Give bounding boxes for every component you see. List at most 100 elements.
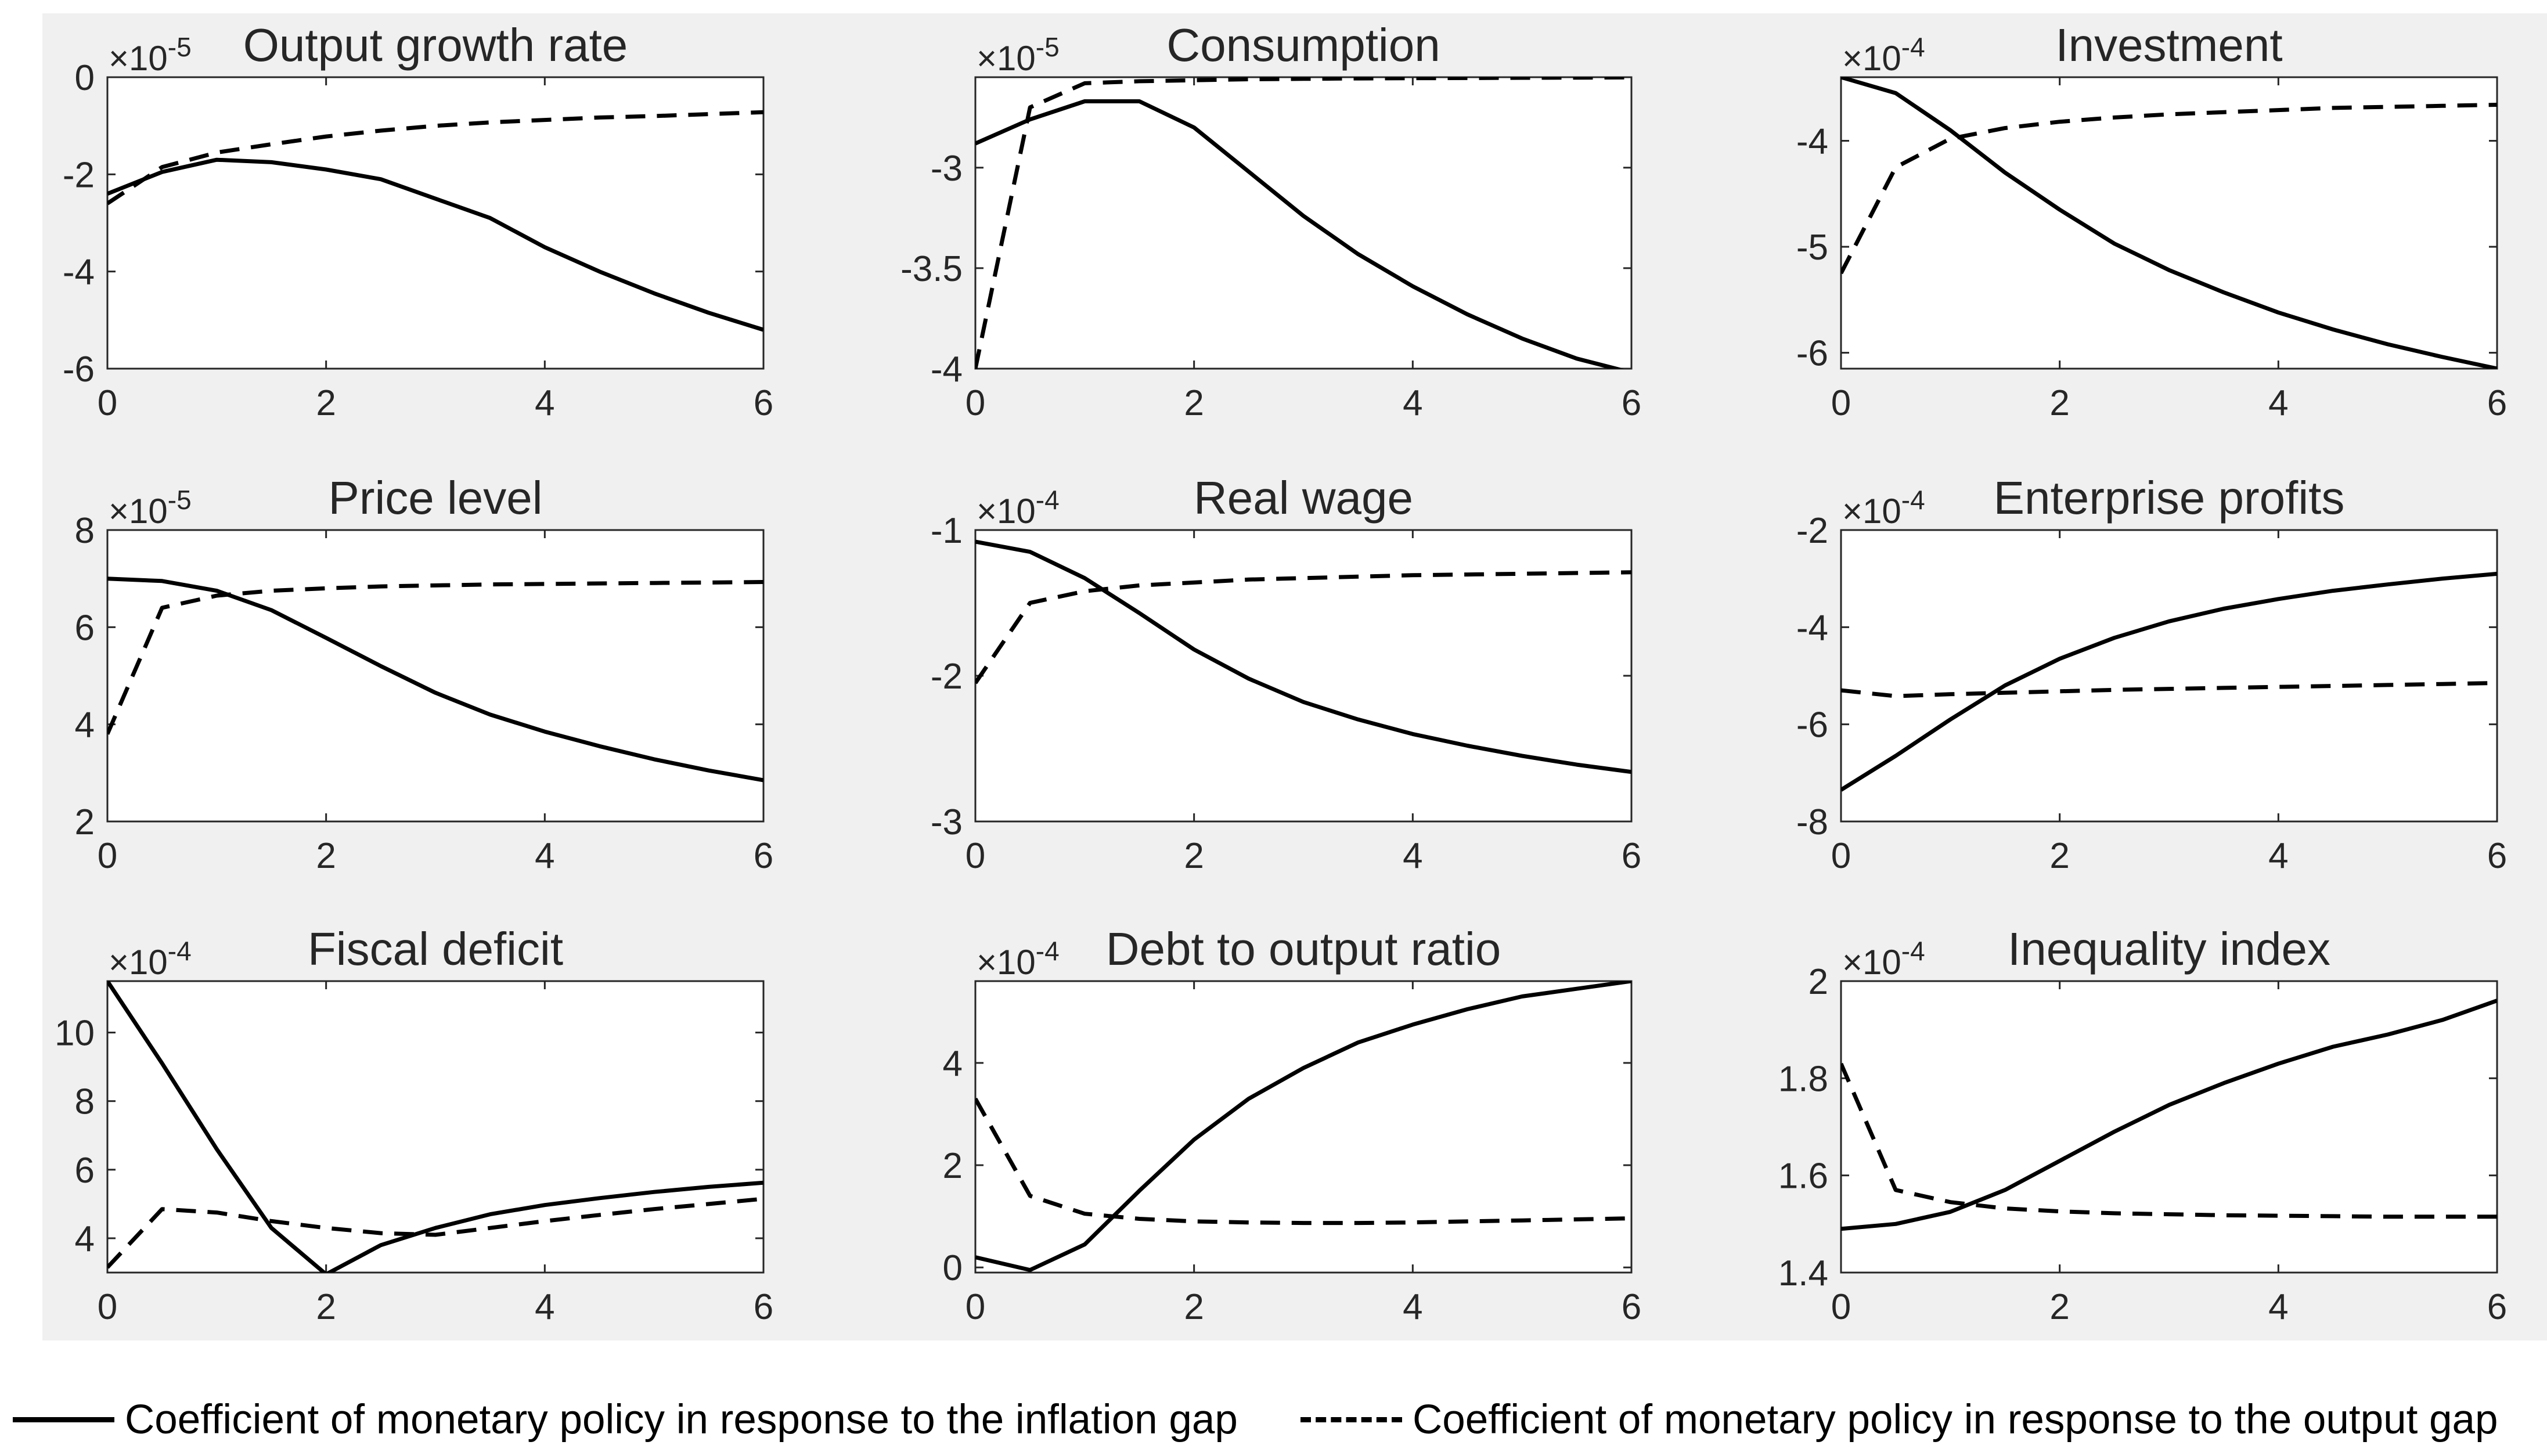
series-line-output [107, 1196, 763, 1269]
exponent-base: ×10 [977, 39, 1036, 78]
x-tick-label: 4 [1403, 383, 1422, 423]
x-tick-label: 6 [2487, 836, 2507, 876]
series-line-inflation [107, 576, 763, 783]
y-tick-label: -6 [63, 349, 95, 390]
y-tick-label: -8 [1796, 802, 1828, 842]
y-tick-label: 1.8 [1778, 1059, 1828, 1099]
y-tick-label: -3 [931, 802, 963, 842]
axis-exponent-label: ×10-4 [109, 936, 192, 982]
legend-item-inflation: Coefficient of monetary policy in respon… [13, 1387, 1238, 1451]
plot-area [1840, 529, 2498, 823]
x-tick-label: 0 [966, 836, 985, 876]
exponent-power: -4 [1036, 485, 1060, 515]
x-tick-label: 6 [754, 836, 773, 876]
subplot-title: Price level [328, 472, 542, 524]
axis-exponent-label: ×10-5 [977, 32, 1060, 78]
axis-exponent-label: ×10-5 [109, 32, 192, 78]
exponent-base: ×10 [109, 943, 168, 982]
x-tick-label: 0 [1831, 1287, 1851, 1327]
series-line-output [1841, 1062, 2497, 1219]
x-tick-label: 2 [2049, 836, 2069, 876]
y-tick-label: -2 [63, 155, 95, 195]
subplot-8: 0 2 4 6 4 2 0 ×10-4 Debt to output ratio [943, 923, 1642, 1327]
legend-item-output: Coefficient of monetary policy in respon… [1300, 1387, 2498, 1451]
x-tick-label: 6 [754, 1287, 773, 1327]
y-tick-label: 10 [55, 1014, 95, 1054]
y-tick-label: 0 [943, 1248, 963, 1288]
y-tick-label: 1.4 [1778, 1253, 1828, 1293]
subplot-1: 0 2 4 6 0 -2 -4 -6 ×10-5 Output growth rate [63, 19, 773, 423]
exponent-power: -4 [1901, 32, 1925, 62]
x-tick-label: 0 [98, 836, 117, 876]
y-tick-label: 0 [75, 58, 95, 98]
axis-exponent-label: ×10-4 [1842, 936, 1925, 982]
series-line-inflation [975, 539, 1631, 774]
subplot-7: 0 2 4 6 10 8 6 4 ×10-4 Fiscal deficit [55, 923, 773, 1327]
y-tick-label: 1.6 [1778, 1156, 1828, 1196]
y-tick-label: -6 [1796, 705, 1828, 745]
legend-label-inflation: Coefficient of monetary policy in respon… [125, 1396, 1238, 1443]
x-tick-label: 4 [2268, 836, 2288, 876]
y-tick-label: 4 [75, 1219, 95, 1259]
y-tick-label: -1 [931, 511, 963, 551]
plot-area [106, 980, 765, 1274]
subplot-9: 0 2 4 6 2 1.8 1.6 1.4 ×10-4 Inequality index [1778, 923, 2507, 1327]
legend-label-output: Coefficient of monetary policy in respon… [1413, 1396, 2498, 1443]
subplot-title: Output growth rate [243, 19, 628, 71]
x-tick-label: 6 [2487, 1287, 2507, 1327]
x-tick-label: 4 [535, 836, 554, 876]
exponent-power: -4 [1901, 936, 1925, 966]
y-tick-label: -4 [931, 349, 963, 390]
y-tick-label: -4 [1796, 122, 1828, 162]
y-tick-label: 4 [943, 1044, 963, 1084]
legend: Coefficient of monetary policy in respon… [0, 1387, 2547, 1451]
x-tick-label: 2 [316, 836, 336, 876]
y-tick-label: -4 [1796, 608, 1828, 648]
subplot-6: 0 2 4 6-2-4-6-8×10-4 Enterprise profits [1796, 472, 2507, 876]
axis-exponent-label: ×10-4 [1842, 32, 1925, 78]
series-line-inflation [975, 981, 1631, 1273]
subplot-3: 0 2 4 6-4-5-6×10-4 Investment [1796, 19, 2507, 423]
x-tick-label: 4 [1403, 836, 1422, 876]
exponent-power: -4 [1036, 936, 1060, 966]
plot-area [106, 529, 765, 823]
exponent-base: ×10 [1842, 943, 1901, 982]
exponent-power: -5 [1036, 32, 1060, 62]
plot-area [974, 76, 1633, 370]
x-tick-label: 2 [316, 1287, 336, 1327]
exponent-base: ×10 [109, 39, 168, 78]
x-tick-label: 2 [1184, 1287, 1204, 1327]
series-line-inflation [1841, 571, 2497, 792]
x-tick-label: 4 [2268, 383, 2288, 423]
x-tick-label: 4 [535, 1287, 554, 1327]
x-tick-label: 4 [1403, 1287, 1422, 1327]
x-tick-label: 2 [1184, 836, 1204, 876]
exponent-power: -4 [168, 936, 192, 966]
x-tick-label: 2 [2049, 1287, 2069, 1327]
exponent-power: -5 [168, 485, 192, 515]
y-tick-label: -4 [63, 253, 95, 293]
x-tick-label: 0 [1831, 383, 1851, 423]
series-line-output [1841, 681, 2497, 698]
y-tick-label: -2 [931, 657, 963, 697]
series-line-output [975, 77, 1631, 369]
x-tick-label: 4 [535, 383, 554, 423]
x-tick-label: 6 [754, 383, 773, 423]
exponent-power: -5 [168, 32, 192, 62]
series-line-inflation [1841, 999, 2497, 1231]
exponent-power: -4 [1901, 485, 1925, 515]
exponent-base: ×10 [977, 492, 1036, 531]
series-line-output [107, 580, 763, 735]
y-tick-label: -3 [931, 149, 963, 189]
subplot-title: Fiscal deficit [308, 923, 563, 975]
subplot-5: 0 2 4 6 -1 -2 -3 ×10-4 Real wage [931, 472, 1641, 876]
y-tick-label: 2 [943, 1146, 963, 1186]
series-line-output [975, 1097, 1631, 1226]
exponent-base: ×10 [977, 943, 1036, 982]
x-tick-label: 0 [966, 1287, 985, 1327]
legend-dashed-line-swatch [1300, 1417, 1402, 1422]
plot-area [1840, 76, 2498, 370]
x-tick-label: 6 [1622, 383, 1641, 423]
